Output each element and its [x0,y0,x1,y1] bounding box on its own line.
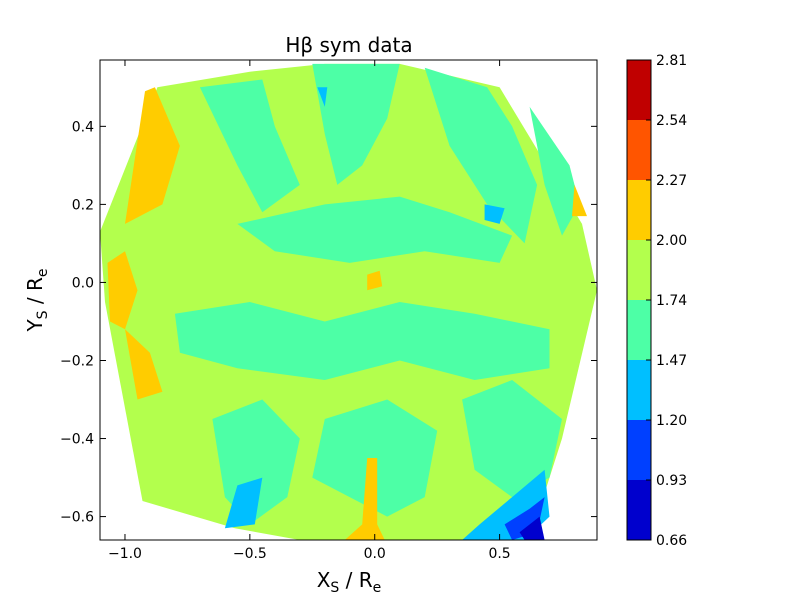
colorbar-label-5: 2.00 [656,233,687,249]
y-tick-label-3: 0.0 [72,275,94,291]
x-axis-label-sub2: e [373,580,382,596]
colorbar-label-4: 1.74 [656,293,687,309]
contour-region-12 [317,87,328,107]
colorbar-label-3: 1.47 [656,353,687,369]
plot-frame [99,59,598,541]
y-axis-label: YS / Re [23,268,51,332]
colorbar-label-6: 2.27 [656,173,687,189]
x-tick-label-2: 0.0 [364,546,386,562]
colorbar-segment-7 [627,60,651,120]
contour-region-2 [424,67,538,244]
contour-region-3 [529,106,580,236]
x-axis-label: XS / Re [317,568,382,596]
y-tick-label-5: 0.4 [72,119,94,135]
x-axis: −1.0 −0.5 0.0 0.5 [108,60,511,562]
colorbar-label-0: 0.66 [656,533,687,549]
contour-region-15 [125,87,180,224]
x-tick-label-0: −1.0 [108,546,142,562]
colorbar-segment-3 [627,300,651,360]
colorbar-label-2: 1.20 [656,413,687,429]
y-axis: −0.6 −0.4 −0.2 0.0 0.2 0.4 [60,119,597,526]
y-tick-label-4: 0.2 [72,197,94,213]
colorbar-label-7: 2.54 [656,113,687,129]
x-tick-label-1: −0.5 [233,546,267,562]
contour-region-17 [125,329,163,400]
chart-title: Hβ sym data [285,33,412,57]
contour-region-4 [237,196,513,263]
contour-region-8 [462,380,562,498]
contour-region-5 [174,302,550,380]
contour-region-14 [519,516,545,540]
colorbar-segment-4 [627,240,651,300]
colorbar-segment-6 [627,120,651,180]
contour-region-0 [199,79,300,213]
contour-region-19 [344,458,385,540]
contour-region-18 [572,184,587,217]
colorbar: 0.66 0.93 1.20 1.47 1.74 2.00 2.27 2.54 2.81 [626,53,687,549]
colorbar-segment-5 [627,180,651,240]
colorbar-label-8: 2.81 [656,53,687,69]
y-axis-label-main: Y [23,319,47,333]
y-axis-label-sub2: e [35,268,51,277]
colorbar-segment-1 [627,420,651,480]
contour-region-16 [107,251,138,330]
y-axis-label-sub: S [35,310,51,319]
x-axis-label-mid: / R [339,568,372,592]
contour-region-6 [212,399,300,525]
colorbar-segment-0 [627,480,651,540]
y-tick-label-1: −0.4 [60,432,94,448]
contour-field [100,63,597,540]
y-tick-label-0: −0.6 [60,510,94,526]
x-tick-label-3: 0.5 [488,546,510,562]
x-axis-label-main: X [317,568,331,592]
contour-region-11 [484,204,505,224]
colorbar-label-1: 0.93 [656,473,687,489]
contour-region-9 [224,477,263,529]
contour-region-1 [312,63,400,185]
colorbar-segment-2 [627,360,651,420]
x-axis-label-sub: S [330,580,339,596]
y-axis-label-mid: / R [23,277,47,310]
contour-region-20 [367,270,383,291]
y-tick-label-2: −0.2 [60,353,94,369]
